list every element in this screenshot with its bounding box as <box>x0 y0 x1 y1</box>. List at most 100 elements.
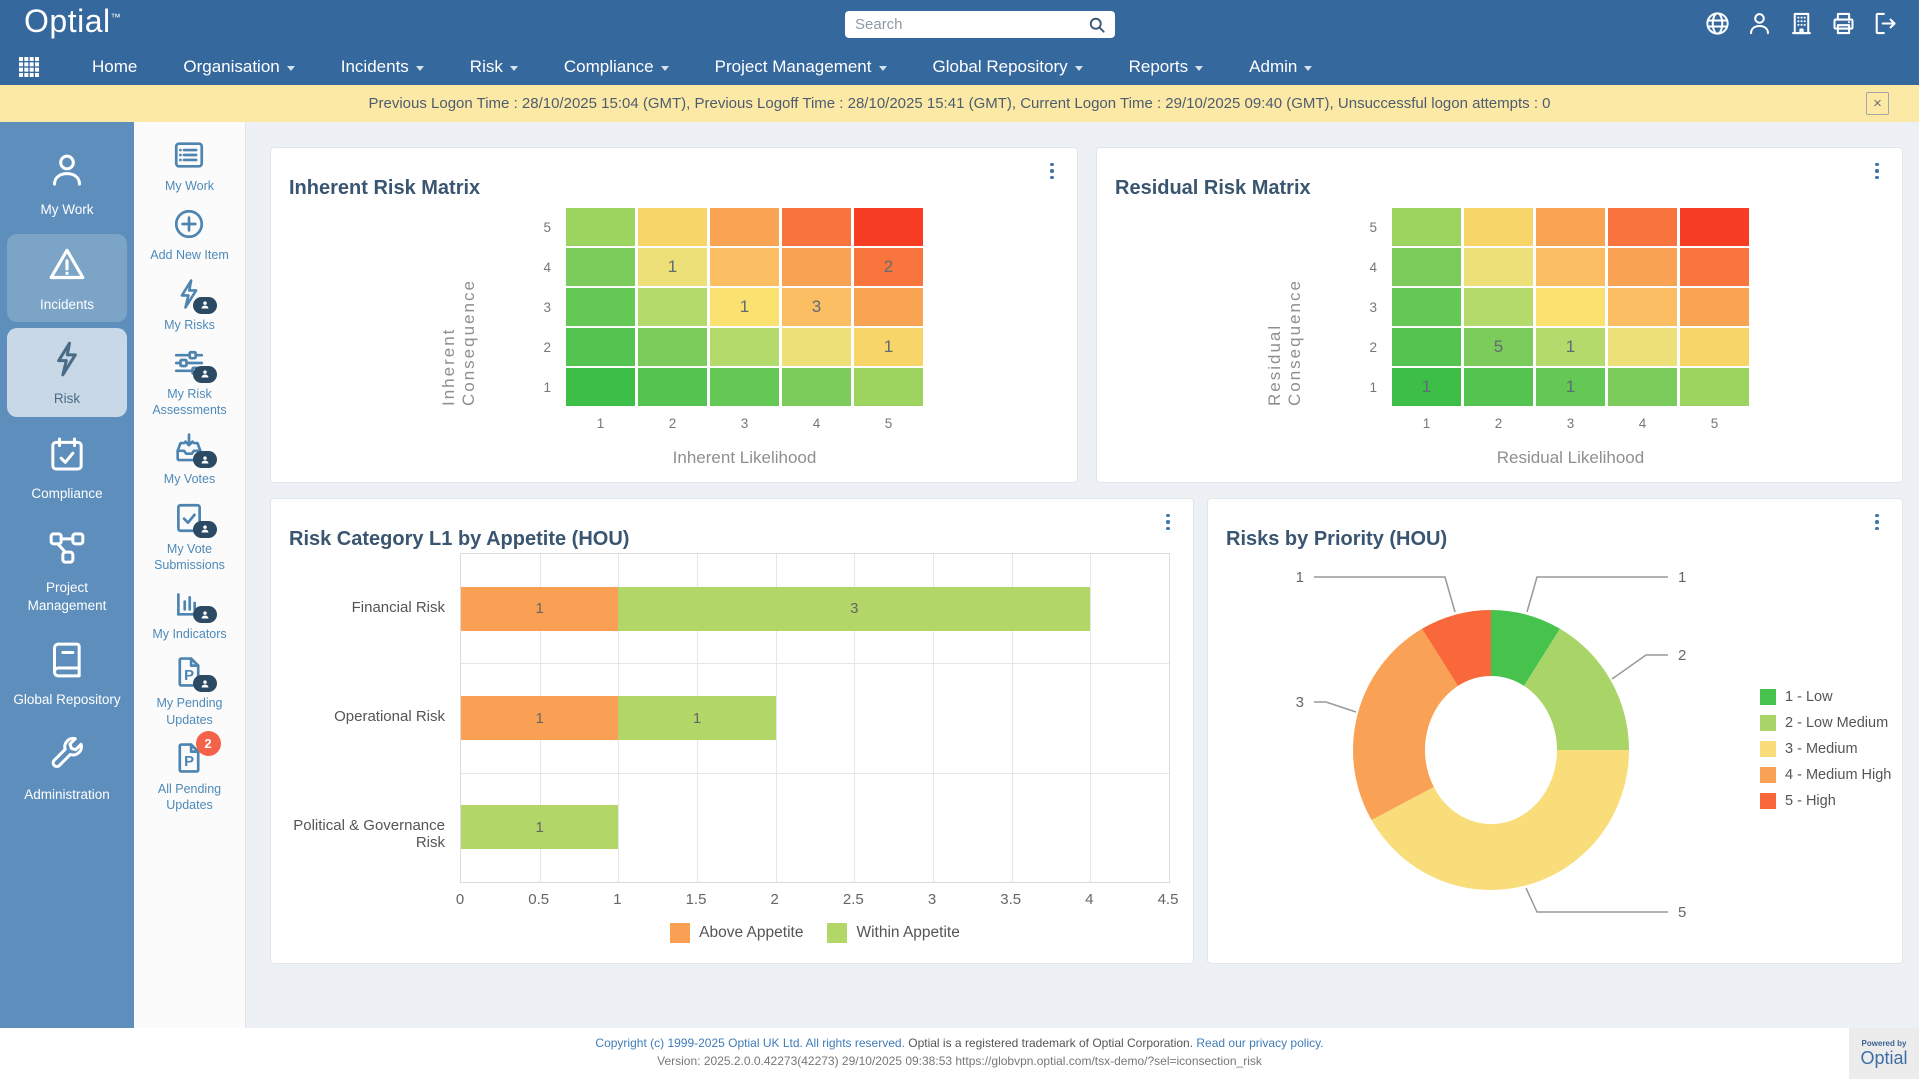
matrix-cell[interactable] <box>1608 208 1677 246</box>
notice-close-button[interactable]: × <box>1866 92 1889 115</box>
sidebar-item-project-management[interactable]: Project Management <box>7 517 127 623</box>
matrix-cell[interactable] <box>566 328 635 366</box>
matrix-cell[interactable] <box>1536 248 1605 286</box>
matrix-cell[interactable] <box>1608 248 1677 286</box>
sidebar-item-compliance[interactable]: Compliance <box>7 423 127 512</box>
matrix-cell[interactable] <box>710 328 779 366</box>
matrix-cell[interactable] <box>1464 368 1533 406</box>
matrix-cell[interactable] <box>1608 368 1677 406</box>
user-icon[interactable] <box>1746 10 1773 37</box>
matrix-cell[interactable] <box>1680 208 1749 246</box>
panel-menu-icon[interactable] <box>1160 512 1176 532</box>
workbar-item-add-new-item[interactable]: Add New Item <box>134 207 245 263</box>
matrix-cell[interactable]: 5 <box>1464 328 1533 366</box>
sidebar-item-incidents[interactable]: Incidents <box>7 233 127 323</box>
panel-menu-icon[interactable] <box>1869 512 1885 532</box>
search-input[interactable] <box>853 15 1087 34</box>
matrix-cell[interactable]: 3 <box>782 288 851 326</box>
matrix-cell[interactable] <box>854 208 923 246</box>
matrix-cell[interactable] <box>638 328 707 366</box>
matrix-cell[interactable] <box>1464 288 1533 326</box>
matrix-cell[interactable] <box>710 248 779 286</box>
workbar-item-my-pending-updates[interactable]: P My Pending Updates <box>134 655 245 728</box>
matrix-cell[interactable] <box>1392 288 1461 326</box>
donut-slice-4-medium-high[interactable] <box>1353 628 1458 820</box>
sidebar-item-administration[interactable]: Administration <box>7 724 127 813</box>
sidebar-item-my-work[interactable]: My Work <box>7 139 127 228</box>
bar-segment-within-appetite[interactable]: 3 <box>618 586 1091 631</box>
matrix-cell[interactable] <box>566 248 635 286</box>
matrix-cell[interactable]: 1 <box>710 288 779 326</box>
matrix-cell[interactable] <box>710 368 779 406</box>
bar-segment-above-appetite[interactable]: 1 <box>461 696 619 740</box>
optial-logo[interactable]: Optial™ <box>24 3 121 40</box>
search-icon[interactable] <box>1087 15 1107 35</box>
matrix-cell[interactable] <box>782 208 851 246</box>
matrix-cell[interactable]: 2 <box>854 248 923 286</box>
matrix-cell[interactable] <box>566 288 635 326</box>
bar-segment-within-appetite[interactable]: 1 <box>618 696 776 740</box>
nav-item-reports[interactable]: Reports <box>1106 49 1227 85</box>
matrix-cell[interactable] <box>854 288 923 326</box>
matrix-cell[interactable] <box>1680 368 1749 406</box>
matrix-cell[interactable] <box>1464 208 1533 246</box>
donut-slice-3-medium[interactable] <box>1371 750 1630 890</box>
workbar-item-my-votes[interactable]: My Votes <box>134 431 245 487</box>
matrix-cell[interactable] <box>1392 208 1461 246</box>
workbar-item-my-work[interactable]: My Work <box>134 138 245 194</box>
matrix-cell[interactable] <box>854 368 923 406</box>
matrix-cell[interactable] <box>1608 288 1677 326</box>
matrix-cell[interactable] <box>1608 328 1677 366</box>
nav-item-home[interactable]: Home <box>69 49 160 85</box>
matrix-cell[interactable] <box>1680 328 1749 366</box>
globe-icon[interactable] <box>1704 10 1731 37</box>
nav-item-global-repository[interactable]: Global Repository <box>910 49 1106 85</box>
matrix-cell[interactable]: 1 <box>1392 368 1461 406</box>
bar-segment-within-appetite[interactable]: 1 <box>461 805 619 850</box>
matrix-cell[interactable] <box>782 328 851 366</box>
nav-item-compliance[interactable]: Compliance <box>541 49 692 85</box>
matrix-cell[interactable] <box>782 368 851 406</box>
matrix-cell[interactable] <box>566 368 635 406</box>
app-launcher-icon[interactable] <box>17 55 41 79</box>
nav-item-organisation[interactable]: Organisation <box>160 49 317 85</box>
matrix-cell[interactable] <box>1464 248 1533 286</box>
matrix-cell[interactable]: 1 <box>638 248 707 286</box>
matrix-cell[interactable] <box>638 208 707 246</box>
donut-slice-5-high[interactable] <box>1422 610 1491 686</box>
workbar-item-all-pending-updates[interactable]: P 2 All Pending Updates <box>134 730 245 814</box>
matrix-cell[interactable] <box>566 208 635 246</box>
nav-item-incidents[interactable]: Incidents <box>318 49 447 85</box>
sidebar-item-global-repository[interactable]: Global Repository <box>7 629 127 718</box>
print-icon[interactable] <box>1830 10 1857 37</box>
matrix-cell[interactable] <box>1392 248 1461 286</box>
sidebar-item-risk[interactable]: Risk <box>7 328 127 417</box>
privacy-policy-link[interactable]: Read our privacy policy. <box>1196 1036 1324 1050</box>
workbar-item-my-risk-assessments[interactable]: My Risk Assessments <box>134 346 245 419</box>
matrix-cell[interactable] <box>638 368 707 406</box>
matrix-cell[interactable]: 1 <box>1536 368 1605 406</box>
matrix-cell[interactable] <box>710 208 779 246</box>
matrix-cell[interactable] <box>1680 248 1749 286</box>
workbar-item-my-indicators[interactable]: My Indicators <box>134 586 245 642</box>
donut-slice-1-low[interactable] <box>1491 610 1560 686</box>
logout-icon[interactable] <box>1872 10 1899 37</box>
panel-menu-icon[interactable] <box>1044 161 1060 181</box>
organisation-icon[interactable] <box>1788 10 1815 37</box>
nav-item-risk[interactable]: Risk <box>447 49 541 85</box>
nav-item-admin[interactable]: Admin <box>1226 49 1335 85</box>
matrix-cell[interactable]: 1 <box>854 328 923 366</box>
matrix-cell[interactable] <box>1392 328 1461 366</box>
matrix-cell[interactable] <box>1680 288 1749 326</box>
workbar-item-my-vote-submissions[interactable]: My Vote Submissions <box>134 501 245 574</box>
nav-item-project-management[interactable]: Project Management <box>692 49 910 85</box>
workbar-item-my-risks[interactable]: My Risks <box>134 277 245 333</box>
panel-menu-icon[interactable] <box>1869 161 1885 181</box>
matrix-cell[interactable] <box>638 288 707 326</box>
matrix-cell[interactable] <box>782 248 851 286</box>
bar-segment-above-appetite[interactable]: 1 <box>461 586 619 631</box>
matrix-cell[interactable] <box>1536 288 1605 326</box>
matrix-cell[interactable] <box>1536 208 1605 246</box>
matrix-cell[interactable]: 1 <box>1536 328 1605 366</box>
donut-slice-2-low-medium[interactable] <box>1524 628 1629 750</box>
